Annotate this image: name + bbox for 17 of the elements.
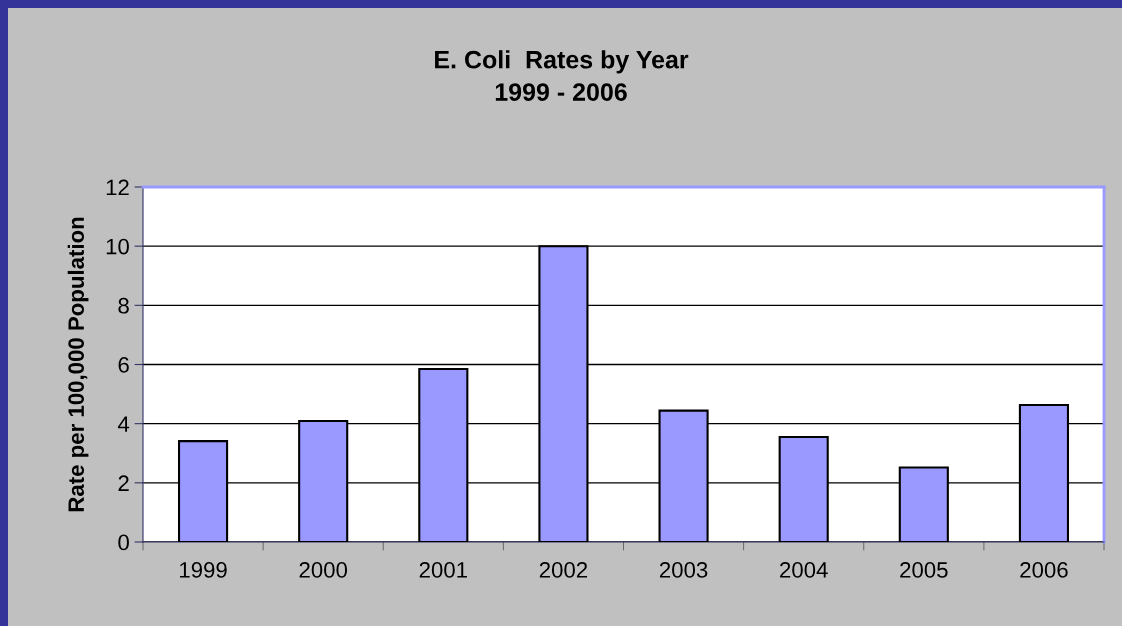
y-axis-title: Rate per 100,000 Population	[67, 217, 89, 512]
y-tick-label: 8	[118, 297, 129, 314]
x-tick-label: 2005	[900, 562, 948, 578]
y-tick-label: 12	[106, 179, 129, 196]
chart-title: E. Coli Rates by Year 1999 - 2006	[435, 50, 689, 101]
x-tick-label: 2006	[1020, 562, 1068, 578]
y-tick-label: 2	[118, 475, 129, 491]
x-tick-label: 2003	[659, 562, 708, 578]
y-tick-label: 4	[117, 416, 130, 432]
y-tick-label: 6	[118, 357, 129, 373]
x-tick-label: 2001	[419, 562, 467, 578]
y-tick-label: 0	[118, 534, 129, 551]
x-tick-label: 2004	[780, 562, 828, 578]
x-tick-label: 2000	[299, 562, 348, 578]
x-tick-label: 2002	[539, 562, 588, 578]
x-tick-label: 1999	[180, 562, 227, 578]
y-tick-label: 10	[106, 238, 129, 255]
